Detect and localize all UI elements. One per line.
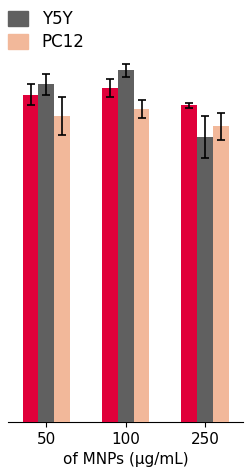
- X-axis label: of MNPs (μg/mL): of MNPs (μg/mL): [63, 452, 188, 467]
- Bar: [118, 70, 134, 422]
- Bar: [213, 127, 229, 422]
- Bar: [22, 95, 38, 422]
- Legend: Y5Y, PC12: Y5Y, PC12: [5, 7, 88, 55]
- Bar: [102, 88, 118, 422]
- Bar: [181, 105, 197, 422]
- Bar: [197, 137, 213, 422]
- Bar: [38, 84, 54, 422]
- Bar: [134, 109, 150, 422]
- Bar: [54, 116, 70, 422]
